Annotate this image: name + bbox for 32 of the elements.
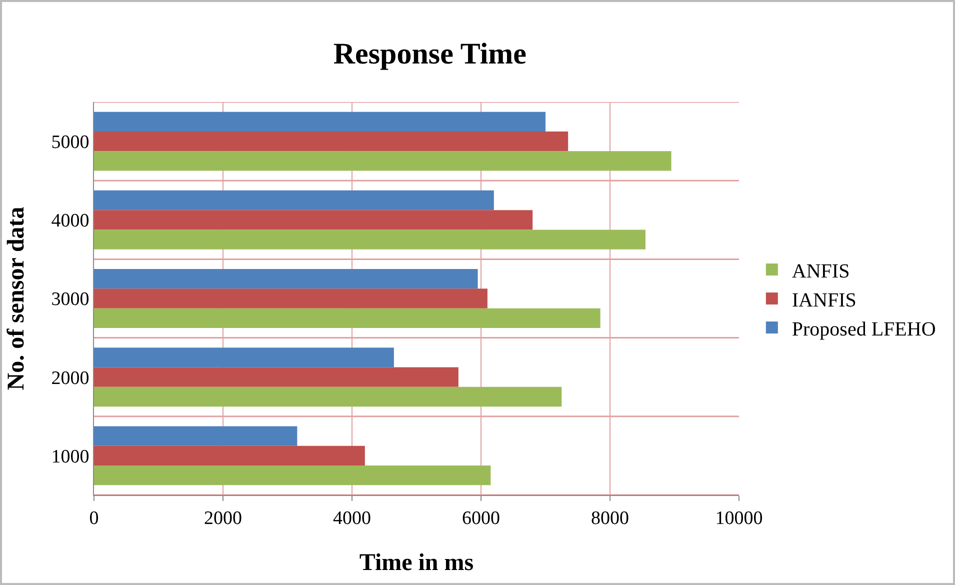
x-tick-label: 6000	[462, 508, 500, 529]
bar	[94, 210, 533, 230]
bar	[94, 112, 546, 132]
x-tick-label: 8000	[591, 508, 629, 529]
x-tick-label: 4000	[333, 508, 371, 529]
x-axis-title: Time in ms	[359, 550, 474, 576]
bar	[94, 466, 491, 486]
legend-label: IANFIS	[792, 289, 856, 312]
legend-label: Proposed LFEHO	[792, 318, 936, 340]
bar	[94, 308, 600, 328]
bar	[94, 151, 672, 171]
y-tick-label: 3000	[51, 289, 90, 310]
bar	[94, 446, 365, 466]
y-tick-label: 1000	[51, 446, 90, 468]
chart-title: Response Time	[333, 38, 526, 71]
y-tick-label: 4000	[51, 210, 90, 232]
y-axis-title: No. of sensor data	[3, 206, 30, 390]
bar	[94, 367, 458, 387]
x-tick-label: 10000	[715, 508, 763, 529]
y-tick-label: 2000	[51, 368, 90, 389]
bar	[94, 131, 568, 152]
bar	[94, 230, 646, 250]
y-tick-label: 5000	[51, 132, 90, 153]
bar	[94, 190, 494, 210]
bar	[94, 426, 298, 446]
bar	[94, 288, 488, 308]
bar	[94, 269, 478, 289]
x-tick-label: 0	[89, 508, 99, 529]
bar	[94, 348, 394, 368]
legend-label: ANFIS	[792, 260, 850, 282]
x-tick-label: 2000	[204, 508, 242, 529]
bar	[94, 386, 562, 407]
